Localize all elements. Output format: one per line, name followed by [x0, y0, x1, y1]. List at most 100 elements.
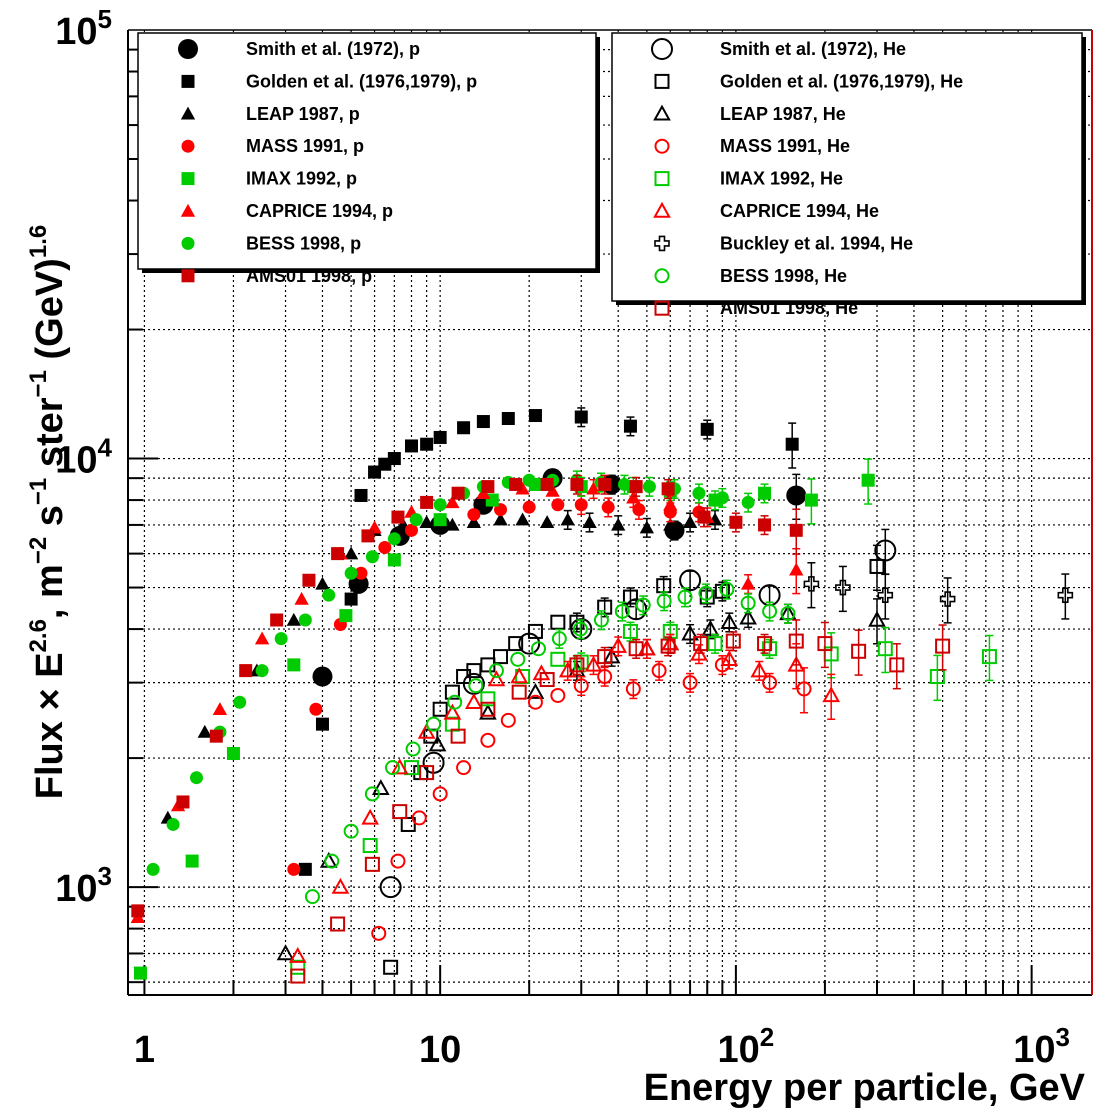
data-point [573, 678, 589, 694]
legend-marker [181, 139, 195, 153]
data-point [447, 694, 463, 710]
data-point [444, 684, 460, 700]
data-point [701, 619, 720, 636]
data-point [869, 558, 885, 574]
y-tick-label: 103 [55, 861, 112, 910]
data-point [874, 539, 897, 562]
data-point [480, 732, 496, 748]
data-point [451, 486, 465, 500]
data-point [466, 663, 482, 679]
data-point [785, 437, 799, 451]
data-point [309, 702, 323, 716]
axis-titles: Energy per particle, GeV Flux × E2.6, m−2… [25, 225, 1086, 1109]
data-point [758, 518, 772, 532]
legend-helium: Smith et al. (1972), He Golden et al. (19… [611, 32, 1086, 318]
data-point [420, 437, 434, 451]
data-point [361, 529, 375, 543]
data-point [720, 650, 739, 667]
data-point [493, 649, 509, 665]
legend-label: MASS 1991, He [720, 136, 850, 156]
data-point [364, 786, 380, 802]
data-point [682, 515, 698, 529]
data-point [625, 681, 641, 697]
data-point [741, 495, 755, 509]
x-axis-title: Energy per particle, GeV [644, 1067, 1086, 1109]
legend-proton: Smith et al. (1972), p Golden et al. (197… [137, 32, 600, 286]
data-point [715, 491, 729, 505]
data-point [707, 636, 723, 652]
data-point [493, 512, 508, 526]
data-point [681, 624, 699, 641]
data-point [663, 497, 678, 511]
data-point [480, 691, 496, 707]
x-tick-label: 103 [1013, 1022, 1070, 1071]
data-point [287, 658, 301, 672]
data-point [750, 661, 769, 678]
data-point [456, 760, 472, 776]
data-point [445, 495, 460, 509]
data-point [584, 655, 603, 672]
data-point [324, 853, 340, 869]
data-point [339, 609, 353, 623]
data-point [276, 944, 295, 961]
data-point [344, 592, 358, 606]
series-7 [131, 474, 803, 918]
data-point [719, 581, 735, 597]
axis-ticks [128, 48, 1033, 995]
legend-label: LEAP 1987, p [246, 104, 360, 124]
data-point [432, 786, 448, 802]
data-point [651, 663, 667, 679]
data-point [433, 498, 447, 512]
data-point [835, 579, 851, 596]
series-11 [371, 655, 812, 941]
legend-label: LEAP 1987, He [720, 104, 846, 124]
legend-label: MASS 1991, p [246, 136, 364, 156]
data-point [209, 729, 223, 743]
legend-label: Smith et al. (1972), p [246, 39, 420, 59]
data-point [677, 589, 693, 605]
data-point [573, 654, 589, 670]
data-point [929, 669, 945, 685]
data-point [189, 771, 203, 785]
x-tick-label: 10 [419, 1029, 461, 1071]
data-point [609, 636, 628, 653]
legend-label: Golden et al. (1976,1979), He [720, 71, 963, 91]
data-point [629, 480, 643, 494]
data-point [935, 638, 951, 654]
data-point [509, 477, 523, 491]
data-point [176, 795, 190, 809]
data-point [387, 553, 401, 567]
legend-label: AMS01 1998, p [246, 266, 372, 286]
data-point [597, 649, 613, 665]
tick-labels: 1 10 102 103 103 104 105 [55, 4, 1070, 1071]
data-point [527, 623, 543, 639]
data-point [700, 422, 714, 436]
legend-box [137, 32, 597, 270]
data-point [739, 608, 757, 625]
legend-label: CAPRICE 1994, He [720, 201, 879, 221]
legend-marker [653, 104, 671, 121]
data-point [560, 512, 575, 526]
data-point [698, 585, 714, 601]
data-point [274, 632, 288, 646]
legend-marker [654, 235, 670, 252]
data-point [539, 672, 555, 688]
data-point [312, 666, 333, 687]
data-point [817, 636, 833, 652]
legend-marker [654, 171, 670, 187]
data-point [428, 735, 447, 752]
data-point [868, 610, 886, 627]
data-point [146, 862, 160, 876]
legend-marker [181, 172, 195, 186]
data-point [481, 480, 495, 494]
data-point [426, 716, 442, 732]
data-point [762, 675, 778, 691]
data-point [540, 477, 554, 491]
data-point [294, 591, 309, 605]
data-point [488, 663, 504, 679]
data-point [419, 765, 435, 781]
data-point [331, 547, 345, 561]
y-axis-title: Flux × E2.6, m−2 s−1 ster−1 (GeV)1.6 [25, 225, 71, 799]
data-point [304, 889, 320, 905]
data-point [626, 490, 641, 504]
